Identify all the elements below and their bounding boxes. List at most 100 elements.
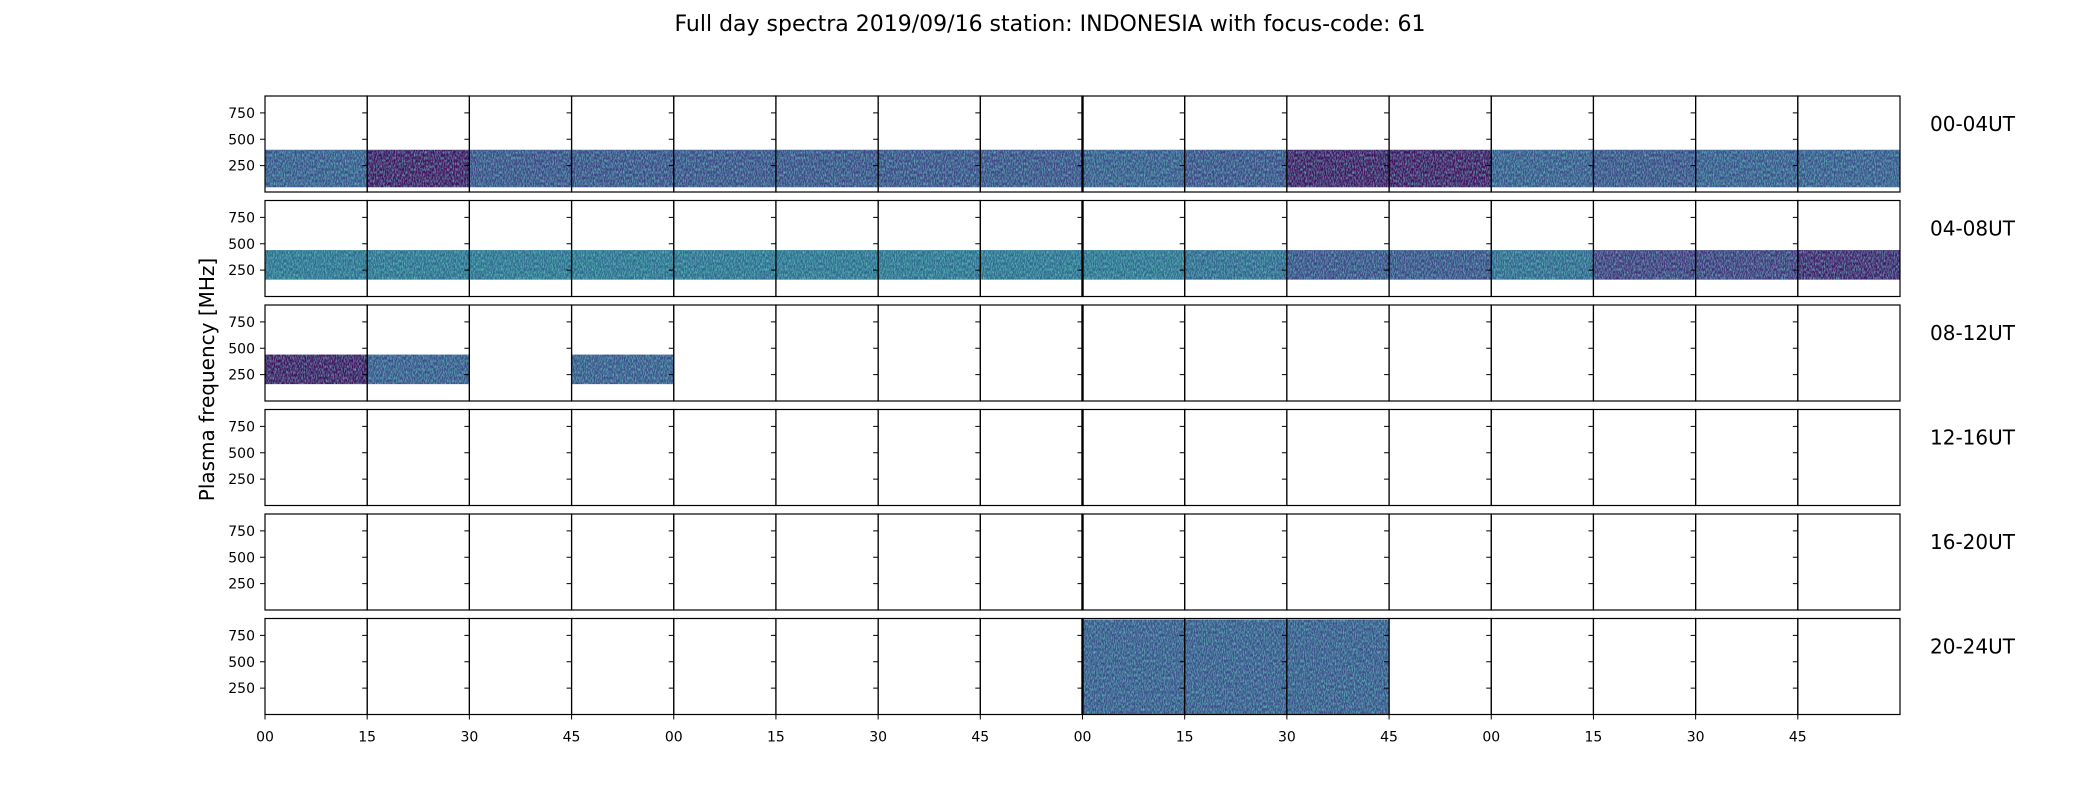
x-tick-label: 45 — [971, 730, 989, 746]
spectrum-noise — [571, 149, 674, 188]
spectrum-noise — [265, 149, 368, 188]
y-tick-label: 250 — [228, 263, 255, 279]
panel-frame — [570, 408, 675, 507]
panel-frame — [1286, 513, 1390, 611]
panel-frame — [1490, 408, 1595, 507]
x-tick-label: 30 — [869, 730, 887, 746]
panel-frame — [570, 199, 675, 298]
spectrum-noise — [1286, 619, 1390, 715]
panel-frame — [1797, 304, 1901, 402]
panel-frame — [877, 199, 981, 298]
row-label: 12-16UT — [1930, 426, 2016, 450]
x-tick-label: 00 — [1074, 730, 1092, 746]
panel-frame — [1695, 617, 1799, 716]
y-tick-label: 500 — [228, 550, 255, 566]
panel-frame — [1695, 513, 1799, 611]
y-tick-label: 750 — [228, 524, 255, 540]
y-tick-label: 500 — [228, 237, 255, 253]
panel-frame — [1592, 304, 1697, 402]
panel-frame — [1695, 304, 1799, 402]
panel-frame — [1184, 408, 1288, 507]
panel-frame — [979, 408, 1084, 507]
chart-title: Full day spectra 2019/09/16 station: IND… — [674, 12, 1426, 37]
x-tick-label: 30 — [1278, 730, 1296, 746]
panel-frame — [1490, 513, 1595, 611]
spectrum-noise — [1286, 149, 1390, 188]
panel-frame — [468, 513, 573, 611]
spectrum-noise — [265, 250, 368, 280]
panel-frame — [979, 199, 1084, 298]
panel-frame — [264, 304, 368, 402]
y-tick-label: 500 — [228, 132, 255, 148]
panel-frame — [1490, 304, 1595, 402]
panel-frame — [1388, 617, 1492, 716]
panel-frame — [1081, 513, 1186, 611]
spectrum-noise — [1695, 250, 1798, 280]
row-label: 16-20UT — [1930, 530, 2016, 554]
panel-frame — [673, 199, 777, 298]
panel-frame — [570, 617, 675, 716]
y-tick-label: 250 — [228, 681, 255, 697]
panel-frame — [1388, 408, 1492, 507]
panel-frame — [673, 617, 777, 716]
panel-frame — [468, 408, 573, 507]
spectrum-noise — [980, 250, 1083, 280]
panel-frame — [1695, 408, 1799, 507]
panel-frame — [264, 617, 368, 716]
row-label: 04-08UT — [1930, 217, 2016, 241]
spectrum-noise — [980, 149, 1083, 188]
panel-frame — [1184, 513, 1288, 611]
panel-frame — [979, 513, 1084, 611]
spectrum-noise — [1389, 149, 1492, 188]
spectrum-noise — [673, 149, 776, 188]
panel-frame — [775, 617, 879, 716]
panel-frame — [468, 617, 573, 716]
y-tick-label: 750 — [228, 106, 255, 122]
panel-frame — [1081, 199, 1186, 298]
spectrum-noise — [1491, 149, 1594, 188]
panel-frame — [468, 199, 573, 298]
panel-frame — [1490, 199, 1595, 298]
panel-frame — [673, 304, 777, 402]
panel-frame — [877, 304, 981, 402]
panel-frame — [877, 408, 981, 507]
y-tick-label: 500 — [228, 341, 255, 357]
spectrum-noise — [1593, 250, 1696, 280]
panel-frame — [775, 199, 879, 298]
panel-frame — [979, 617, 1084, 716]
panel-frame — [366, 304, 470, 402]
spectrum-noise — [1082, 250, 1185, 280]
spectrum-noise — [367, 149, 470, 188]
spectrum-noise — [265, 354, 368, 385]
panel-frame — [775, 408, 879, 507]
panel-frame — [264, 513, 368, 611]
y-tick-label: 250 — [228, 159, 255, 175]
spectrum-noise — [469, 149, 572, 188]
panel-frame — [1797, 617, 1901, 716]
x-tick-label: 30 — [1687, 730, 1705, 746]
panel-frame — [1388, 304, 1492, 402]
panel-frame — [1286, 408, 1390, 507]
panel-frame — [673, 513, 777, 611]
panel-frame — [673, 408, 777, 507]
y-tick-label: 750 — [228, 315, 255, 331]
panel-frame — [1184, 304, 1288, 402]
y-tick-label: 250 — [228, 577, 255, 593]
panel-frame — [1184, 199, 1288, 298]
y-tick-label: 750 — [228, 210, 255, 226]
spectrum-noise — [1797, 250, 1900, 280]
panel-frame — [1797, 408, 1901, 507]
y-tick-label: 500 — [228, 446, 255, 462]
panel-frame — [1286, 199, 1390, 298]
spectrum-noise — [1184, 619, 1287, 715]
y-tick-label: 250 — [228, 368, 255, 384]
spectrum-noise — [1184, 149, 1287, 188]
y-axis-label: Plasma frequency [MHz] — [195, 258, 219, 501]
panel-frame — [264, 199, 368, 298]
spectrum-noise — [878, 149, 981, 188]
spectrum-noise — [367, 250, 470, 280]
spectrum-noise — [1184, 250, 1287, 280]
x-tick-label: 00 — [256, 730, 274, 746]
panel-frame — [570, 304, 675, 402]
x-tick-label: 45 — [563, 730, 581, 746]
